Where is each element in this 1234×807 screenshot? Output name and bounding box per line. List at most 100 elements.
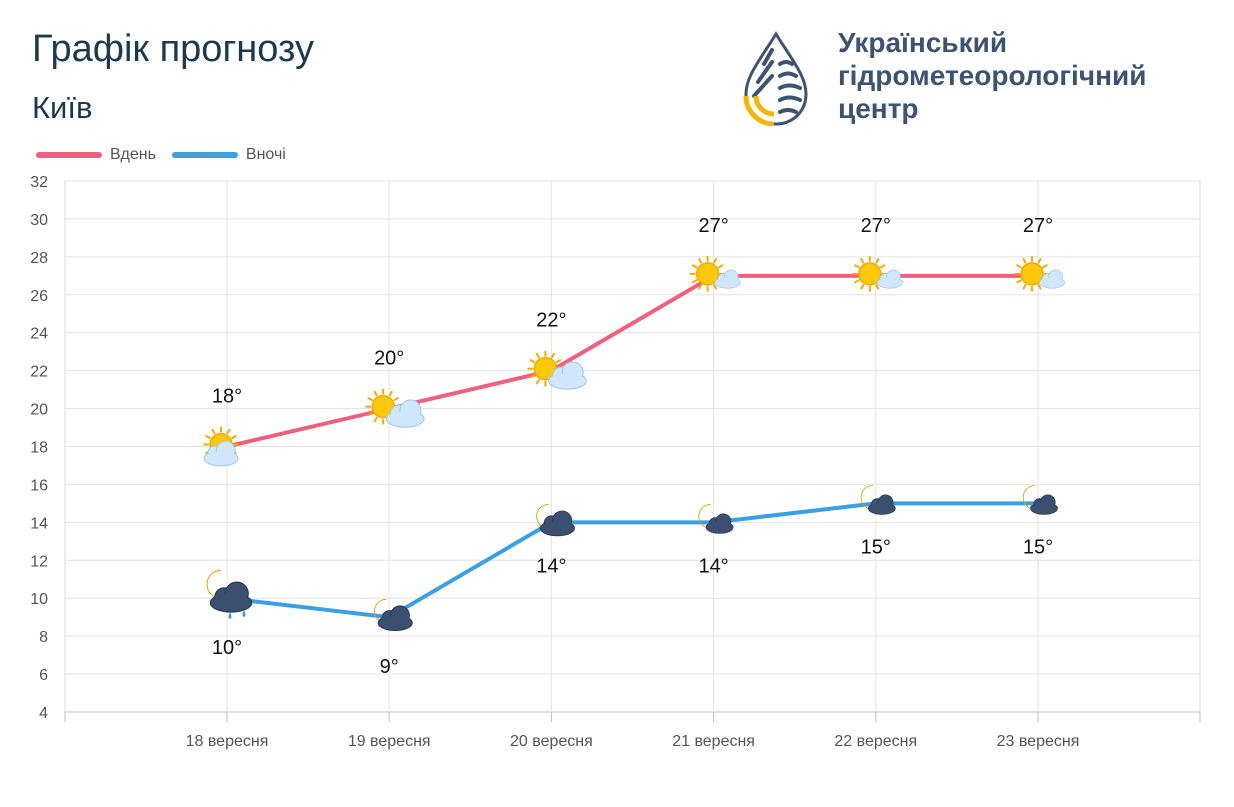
sun-ray xyxy=(550,352,555,359)
cloud-part xyxy=(1040,277,1064,288)
x-tick-label: 23 вересня xyxy=(997,733,1080,750)
org-line-2: гідрометеорологічний xyxy=(838,60,1147,91)
cloud-part xyxy=(204,451,238,465)
sun-ray xyxy=(698,284,703,290)
sun-ray xyxy=(373,416,378,423)
sun-ray xyxy=(698,258,703,264)
legend-label-night: Вночі xyxy=(245,146,286,163)
moon-cloud-icon xyxy=(373,598,413,632)
data-label-day: 20° xyxy=(374,348,404,370)
sun-ray xyxy=(691,264,698,269)
data-label-night: 14° xyxy=(698,555,728,577)
cloud-part xyxy=(541,521,574,535)
sun-ray xyxy=(691,279,698,284)
sun-ray xyxy=(854,279,860,284)
cloud-shape xyxy=(867,494,896,515)
x-tick-label: 18 вересня xyxy=(186,733,269,750)
sun-group xyxy=(689,255,726,292)
y-tick-label: 26 xyxy=(30,288,48,305)
sun-ray xyxy=(529,359,536,364)
y-tick-label: 30 xyxy=(30,212,48,229)
moon-cloud-icon xyxy=(1022,485,1058,515)
x-tick-label: 20 вересня xyxy=(510,733,593,750)
sun-ray xyxy=(1022,258,1027,264)
y-tick-label: 22 xyxy=(30,364,48,381)
sun-ray xyxy=(205,435,211,439)
sun-ray xyxy=(875,284,880,290)
data-label-day: 18° xyxy=(212,386,242,408)
y-tick-label: 6 xyxy=(39,667,48,684)
sun-disc xyxy=(858,262,882,286)
y-tick-label: 16 xyxy=(30,477,48,494)
sun-ray xyxy=(1016,279,1022,284)
city-name: Київ xyxy=(32,90,93,125)
sun-ray xyxy=(1042,264,1048,269)
sun-cloud-icon xyxy=(1014,255,1065,292)
data-label-day: 22° xyxy=(536,310,566,332)
y-tick-label: 8 xyxy=(39,629,48,646)
cloud-shape xyxy=(209,581,253,613)
sun-ray xyxy=(367,412,373,417)
y-tick-label: 14 xyxy=(30,515,48,532)
cloud-part xyxy=(877,277,902,288)
cloud-shape xyxy=(714,269,741,289)
chart-legend: Вдень Вночі xyxy=(36,146,302,164)
sun-cloud-icon xyxy=(689,255,741,292)
series-line-night xyxy=(226,501,1038,620)
sun-cloud-icon xyxy=(365,388,425,428)
legend-item-night[interactable]: Вночі xyxy=(171,146,286,164)
y-tick-label: 20 xyxy=(30,402,48,419)
sun-ray xyxy=(535,352,540,359)
sun-disc xyxy=(1020,262,1044,286)
sun-ray xyxy=(211,428,216,435)
moon-cloud-icon xyxy=(536,504,575,537)
cloud-shape xyxy=(203,440,239,467)
y-tick-label: 4 xyxy=(39,705,48,722)
cloud-shape xyxy=(1030,494,1058,515)
hydromet-logo-icon xyxy=(743,31,808,126)
cloud-part xyxy=(549,373,586,389)
moon-cloud-rain-icon xyxy=(206,569,253,620)
data-label-day: 27° xyxy=(861,215,891,237)
series-line-day xyxy=(226,273,1038,449)
sun-ray xyxy=(555,359,562,364)
sun-ray xyxy=(388,390,393,397)
sun-ray xyxy=(373,390,378,397)
sun-ray xyxy=(717,264,724,269)
sun-ray xyxy=(860,284,865,290)
legend-swatch-night xyxy=(171,152,238,158)
data-label-night: 15° xyxy=(1023,536,1053,558)
sun-cloud-icon xyxy=(203,426,239,467)
data-label-night: 9° xyxy=(380,656,399,678)
cloud-shape xyxy=(385,399,425,428)
y-tick-label: 10 xyxy=(30,591,48,608)
y-tick-label: 24 xyxy=(30,326,48,343)
sun-cloud-icon xyxy=(851,255,903,292)
sun-ray xyxy=(880,264,886,269)
sun-ray xyxy=(1022,284,1027,290)
data-label-night: 15° xyxy=(861,536,891,558)
x-tick-label: 22 вересня xyxy=(834,733,917,750)
sun-ray xyxy=(713,258,718,264)
cloud-part xyxy=(211,594,251,611)
sun-ray xyxy=(529,374,536,379)
sun-ray xyxy=(875,258,880,264)
moon-cloud-icon xyxy=(698,504,734,534)
org-line-1: Український xyxy=(838,27,1008,58)
sun-disc xyxy=(695,262,720,286)
sun-ray xyxy=(231,435,237,439)
data-label-night: 14° xyxy=(536,555,566,577)
cloud-part xyxy=(706,522,733,533)
rain-drop xyxy=(228,612,232,620)
legend-item-day[interactable]: Вдень xyxy=(36,146,156,164)
cloud-shape xyxy=(705,513,734,534)
sun-ray xyxy=(226,428,231,435)
sun-ray xyxy=(393,397,399,402)
cloud-part xyxy=(387,411,424,427)
org-line-3: центр xyxy=(838,93,919,124)
sun-ray xyxy=(535,378,540,385)
data-label-day: 27° xyxy=(698,215,728,237)
sun-ray xyxy=(1037,284,1042,290)
cloud-shape xyxy=(1039,269,1065,289)
